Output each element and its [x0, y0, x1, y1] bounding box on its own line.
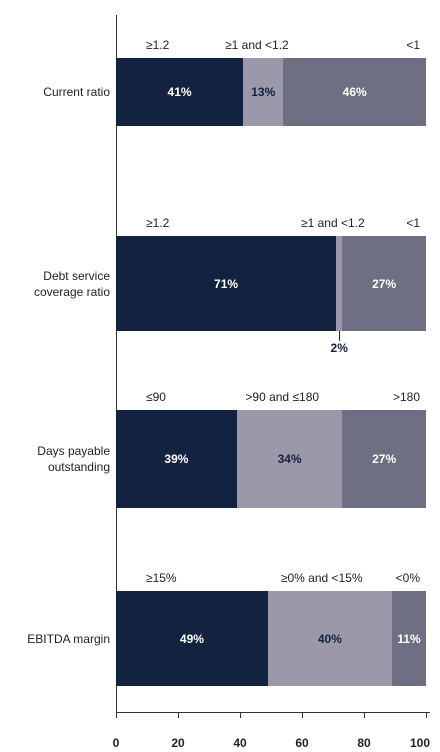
segment-label: <1: [406, 38, 420, 52]
segment-label: >180: [392, 390, 420, 404]
value-label: 39%: [164, 452, 189, 466]
category-label: Current ratio: [43, 85, 110, 99]
bar-segment: [391, 591, 426, 686]
y-axis: [116, 15, 117, 712]
tick-mark: [240, 712, 241, 718]
segment-label: ≥1.2: [146, 38, 170, 52]
segment-label: >90 and ≤180: [245, 390, 320, 404]
x-axis: [116, 712, 430, 713]
tick-mark: [426, 712, 427, 718]
x-tick-label: 20: [171, 736, 185, 750]
value-label: 40%: [317, 631, 342, 646]
value-label: 71%: [214, 276, 239, 291]
bar-segment: [116, 410, 237, 508]
bar-segment: [283, 58, 426, 126]
value-label: 2%: [330, 341, 348, 355]
value-label: 11%: [397, 631, 421, 646]
bar-segment: [243, 58, 284, 126]
category-label: Days payable outstanding: [37, 444, 110, 474]
segment-label: ≥1 and <1.2: [225, 38, 289, 52]
category-label: EBITDA margin: [27, 631, 110, 646]
tick-mark: [178, 712, 179, 718]
value-label: 27%: [372, 276, 397, 291]
segment-label: ≤90: [146, 390, 166, 404]
tick-mark: [302, 712, 303, 718]
tick-mark: [364, 712, 365, 718]
x-tick-label: 100: [409, 736, 431, 750]
x-tick-label: 60: [295, 736, 309, 750]
segment-label: ≥1 and <1.2: [301, 216, 365, 230]
value-label: 13%: [251, 85, 276, 99]
segment-label: ≥0% and <15%: [280, 571, 363, 585]
value-label: 49%: [179, 631, 204, 646]
x-tick-label: 80: [357, 736, 371, 750]
bar-segment: [342, 236, 426, 331]
value-label: 46%: [342, 85, 367, 99]
bar-segment: [336, 236, 343, 331]
segment-label: <1: [406, 216, 420, 230]
tick-mark: [116, 712, 117, 718]
value-label: 41%: [167, 85, 192, 99]
category-label: Debt service coverage ratio: [33, 268, 110, 299]
x-tick-label: 0: [112, 736, 120, 750]
segment-label: <0%: [395, 571, 420, 585]
leader-line: [339, 331, 341, 341]
bar-segment: [116, 591, 268, 686]
bar-segment: [116, 58, 244, 126]
segment-label: ≥1.2: [146, 216, 170, 230]
segment-label: ≥15%: [146, 571, 177, 585]
x-tick-label: 40: [233, 736, 247, 750]
value-label: 27%: [372, 452, 397, 466]
bar-segment: [116, 236, 337, 331]
bar-segment: [342, 410, 426, 508]
value-label: 34%: [277, 452, 302, 466]
bar-segment: [236, 410, 343, 508]
bar-segment: [267, 591, 392, 686]
